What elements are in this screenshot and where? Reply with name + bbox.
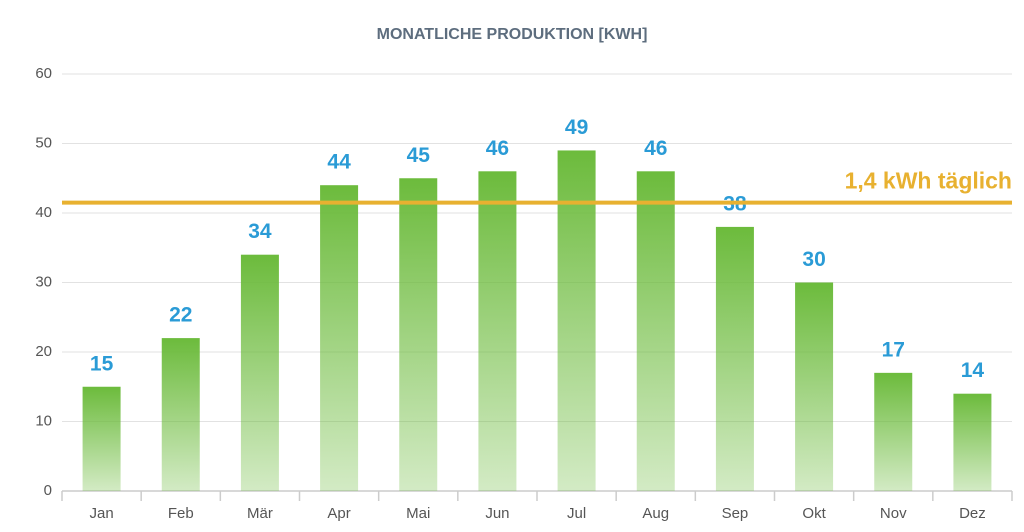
x-tick-label: Jun (485, 505, 509, 522)
bar (953, 393, 992, 491)
bar (557, 150, 596, 491)
x-tick-label: Nov (880, 505, 907, 522)
bar (715, 226, 754, 491)
value-label: 45 (407, 144, 431, 167)
x-tick-label: Okt (802, 505, 826, 522)
bar (795, 282, 834, 491)
value-label: 46 (644, 137, 667, 160)
value-label: 49 (565, 116, 588, 139)
bar (320, 185, 359, 491)
value-label: 30 (802, 248, 825, 271)
value-label: 15 (90, 352, 114, 375)
bar (161, 338, 200, 491)
bar (82, 386, 121, 491)
y-tick-label: 40 (35, 204, 52, 221)
value-label: 14 (961, 359, 985, 382)
y-tick-label: 10 (35, 412, 52, 429)
y-tick-label: 30 (35, 273, 52, 290)
bar (399, 178, 438, 491)
value-label: 17 (882, 338, 905, 361)
value-label: 44 (327, 151, 351, 174)
x-tick-label: Aug (642, 505, 669, 522)
chart-title: MONATLICHE PRODUKTION [KWH] (377, 26, 648, 43)
x-tick-label: Mai (406, 505, 430, 522)
reference-label: 1,4 kWh täglich (845, 168, 1012, 194)
value-label: 46 (486, 137, 509, 160)
x-tick-label: Dez (959, 505, 986, 522)
x-tick-label: Mär (247, 505, 273, 522)
bar (874, 372, 913, 491)
y-tick-label: 20 (35, 343, 52, 360)
y-tick-label: 60 (35, 65, 52, 82)
value-label: 34 (248, 220, 272, 243)
y-tick-label: 0 (44, 482, 52, 499)
x-tick-label: Apr (327, 505, 350, 522)
bar (478, 171, 517, 492)
x-tick-label: Jul (567, 505, 586, 522)
bar (636, 171, 675, 492)
y-tick-label: 50 (35, 134, 52, 151)
value-label: 22 (169, 304, 192, 327)
x-tick-label: Feb (168, 505, 194, 522)
x-tick-label: Jan (89, 505, 113, 522)
x-tick-label: Sep (722, 505, 749, 522)
bar (240, 254, 279, 491)
